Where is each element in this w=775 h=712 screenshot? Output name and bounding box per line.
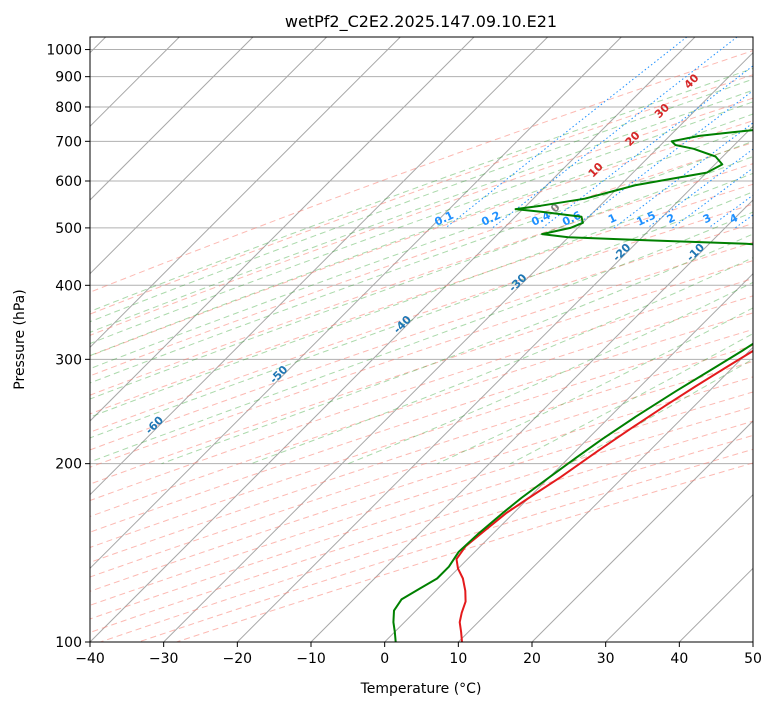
y-tick-label: 200	[55, 457, 82, 473]
y-tick-label: 500	[55, 221, 82, 237]
y-tick-label: 600	[55, 174, 82, 190]
x-tick-label: 10	[449, 651, 467, 667]
x-tick-label: 20	[523, 651, 541, 667]
x-tick-label: 0	[380, 651, 389, 667]
x-tick-label: −40	[75, 651, 105, 667]
x-tick-label: 30	[597, 651, 615, 667]
x-tick-label: −10	[296, 651, 326, 667]
x-tick-label: −20	[223, 651, 253, 667]
chart-title: wetPf2_C2E2.2025.147.09.10.E21	[285, 12, 557, 32]
x-axis-label: Temperature (°C)	[360, 681, 482, 697]
y-tick-label: 1000	[46, 43, 82, 59]
x-tick-label: 50	[744, 651, 762, 667]
y-tick-label: 700	[55, 134, 82, 150]
x-tick-label: −30	[149, 651, 179, 667]
y-tick-label: 100	[55, 635, 82, 651]
y-tick-label: 800	[55, 100, 82, 116]
x-tick-label: 40	[670, 651, 688, 667]
plot-background	[90, 37, 753, 642]
y-axis-label: Pressure (hPa)	[12, 289, 28, 389]
y-tick-label: 900	[55, 70, 82, 86]
y-tick-label: 400	[55, 278, 82, 294]
y-tick-label: 300	[55, 352, 82, 368]
